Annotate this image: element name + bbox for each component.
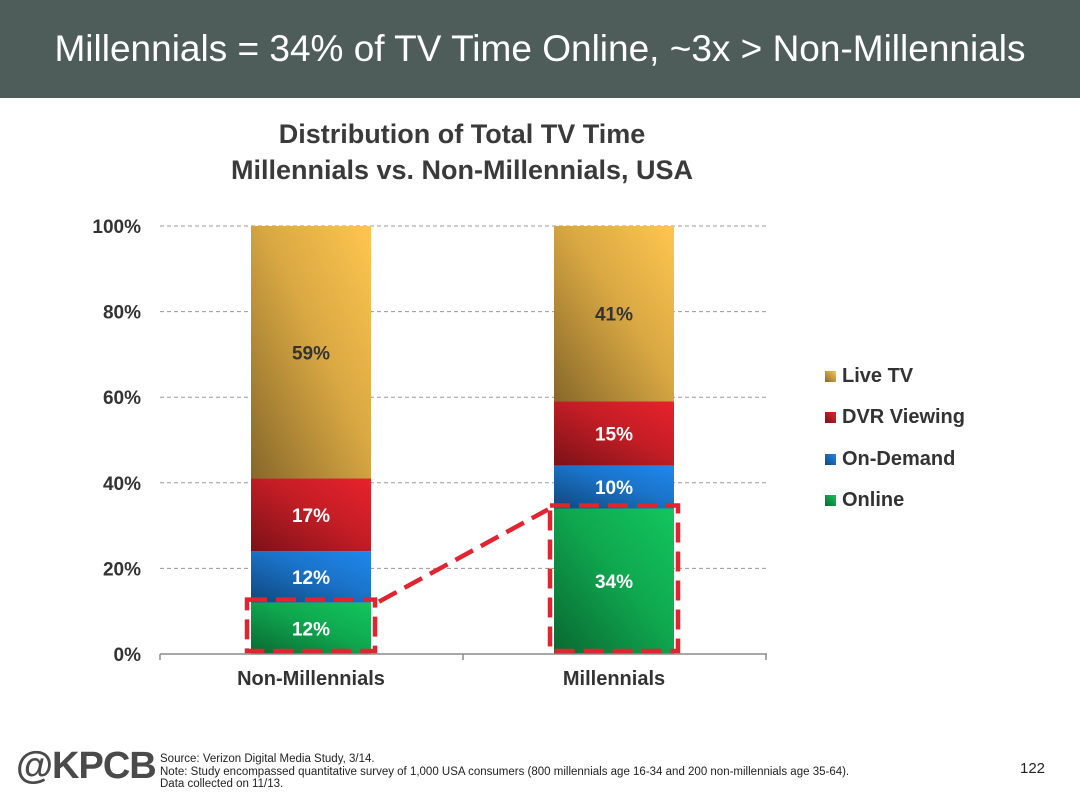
data-label-online-non-millennials: 12%: [292, 619, 330, 640]
legend-swatch: [825, 412, 836, 423]
highlight-box-millennials: [547, 503, 681, 654]
legend-label: On-Demand: [842, 447, 956, 470]
legend-label: Live TV: [842, 364, 914, 387]
data-label-on-demand-millennials: 10%: [595, 478, 633, 499]
legend-swatch: [825, 370, 836, 382]
note-line: Note: Study encompassed quantitative sur…: [160, 765, 850, 778]
y-tick-label: 60%: [103, 388, 141, 409]
data-label-live-tv-non-millennials: 59%: [292, 343, 330, 364]
chart-legend: Live TV DVR Viewing On-Demand Online: [825, 364, 965, 532]
bar-dvr-viewing-non-millennials: [251, 478, 371, 552]
legend-label: DVR Viewing: [842, 406, 965, 428]
bar-on-demand-non-millennials: [251, 551, 371, 603]
legend-item-dvr-viewing: DVR Viewing: [825, 406, 965, 428]
source-note: Source: Verizon Digital Media Study, 3/1…: [160, 753, 849, 791]
legend-item-live-tv: Live TV: [825, 364, 965, 387]
data-label-on-demand-non-millennials: 12%: [292, 568, 330, 589]
chart-title: Distribution of Total TV Time Millennial…: [150, 116, 774, 188]
legend-label: Online: [842, 489, 905, 511]
data-label-live-tv-millennials: 41%: [595, 305, 633, 326]
bar-online-millennials: [554, 508, 674, 654]
y-tick-label: 20%: [103, 559, 141, 580]
legend-item-on-demand: On-Demand: [825, 447, 965, 470]
slide-title: Millennials = 34% of TV Time Online, ~3x…: [54, 28, 1026, 69]
bar-dvr-viewing-millennials: [554, 401, 674, 466]
data-label-dvr-viewing-millennials: 15%: [595, 425, 633, 446]
chart-title-line-2: Millennials vs. Non-Millennials, USA: [230, 155, 694, 185]
kpcb-logo: @KPCB: [16, 745, 157, 787]
bars: [251, 226, 674, 654]
data-label-dvr-viewing-non-millennials: 17%: [292, 506, 330, 527]
axes: 0% 20% 40% 60% 80% 100% Non-Millennials Millenn…: [92, 217, 767, 690]
bar-online-non-millennials: [251, 602, 371, 654]
legend-item-online: Online: [825, 489, 965, 511]
page-number: 122: [1020, 760, 1046, 777]
highlight-box-non-millennials: [244, 597, 378, 654]
source-line: Source: Verizon Digital Media Study, 3/1…: [160, 753, 375, 765]
data-labels: 12% 12% 17% 59% 34% 10% 15% 41%: [292, 305, 633, 641]
bar-live-tv-non-millennials: [251, 226, 371, 479]
data-label-online-millennials: 34%: [595, 572, 633, 593]
chart-title-line-1: Distribution of Total TV Time: [278, 119, 646, 149]
online-highlight: [244, 503, 681, 654]
bar-live-tv-millennials: [554, 226, 674, 402]
gridlines: [160, 225, 766, 569]
header-bar: Millennials = 34% of TV Time Online, ~3x…: [0, 0, 1080, 98]
legend-swatch: [825, 453, 836, 465]
x-category-label: Non-Millennials: [237, 668, 385, 690]
bar-on-demand-millennials: [554, 465, 674, 509]
x-category-label: Millennials: [563, 668, 665, 690]
date-line: Data collected on 11/13.: [160, 778, 284, 790]
legend-swatch: [825, 495, 836, 506]
y-tick-label: 0%: [114, 645, 142, 666]
y-tick-label: 100%: [92, 217, 141, 238]
y-tick-label: 40%: [103, 474, 141, 495]
y-tick-label: 80%: [103, 303, 141, 324]
highlight-connector-line: [377, 507, 550, 604]
